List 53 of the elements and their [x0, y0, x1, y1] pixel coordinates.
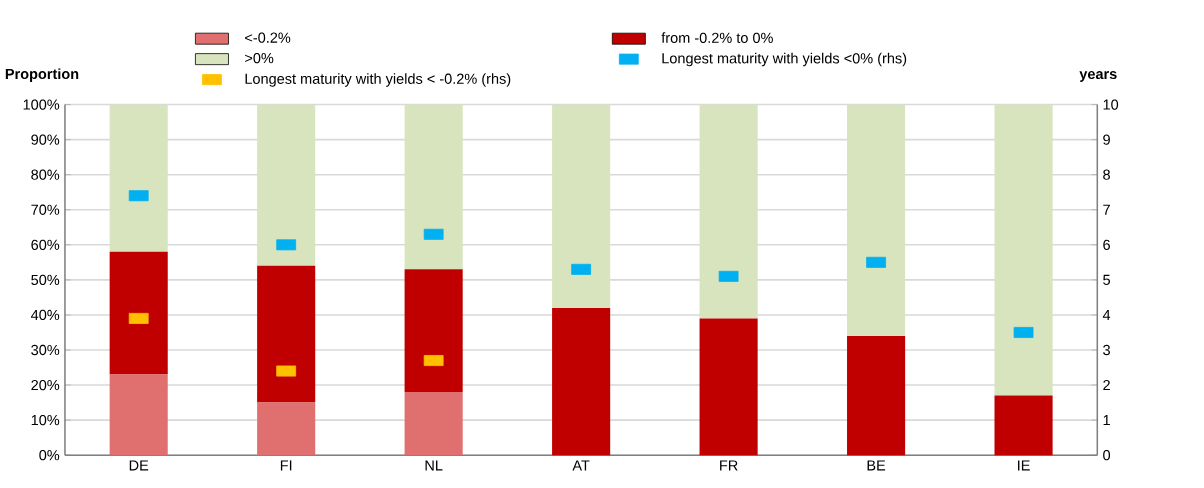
legend-label: <-0.2%: [245, 32, 291, 43]
y-tick-label: 0%: [39, 449, 60, 461]
x-tick-label: DE: [129, 460, 149, 471]
bar: [404, 392, 463, 456]
y-tick-label: 10%: [31, 414, 60, 426]
x-tick-label: BE: [867, 460, 886, 471]
y-tick-label: 70%: [31, 204, 60, 215]
x-tick-label: NL: [425, 460, 443, 471]
y-tick-label: 40%: [30, 309, 60, 321]
bar: [257, 402, 316, 456]
y-tick-label: 80%: [31, 169, 60, 180]
y2-tick-label: 5: [1103, 274, 1111, 285]
y2-tick-label: 3: [1103, 344, 1110, 356]
bar: [699, 318, 758, 456]
y2-tick-label: 10: [1103, 99, 1119, 110]
y2-tick-label: 8: [1103, 169, 1110, 180]
y-tick-label: 90%: [31, 134, 60, 145]
x-tick-label: IE: [1018, 460, 1030, 471]
x-tick-label: FI: [280, 460, 292, 471]
x-tick-label: FR: [720, 460, 738, 471]
y2-tick-label: 9: [1103, 134, 1110, 145]
bar: [994, 104, 1053, 396]
bar: [257, 104, 316, 266]
bar: [404, 269, 463, 393]
y2-axis-title: years: [1079, 71, 1117, 82]
legend-label: Longest maturity with yields < -0.2% (rhs): [245, 73, 511, 87]
legend-label: from -0.2% to 0%: [661, 32, 773, 43]
bar: [994, 395, 1053, 456]
bar: [404, 104, 463, 270]
y-tick-label: 100%: [23, 99, 60, 110]
y2-tick-label: 6: [1103, 239, 1110, 250]
bar: [699, 104, 758, 319]
y-tick-label: 50%: [31, 274, 60, 285]
x-tick-label: AT: [572, 460, 590, 471]
bar: [109, 251, 168, 375]
bar: [847, 335, 906, 456]
y2-tick-label: 4: [1102, 309, 1111, 320]
y2-tick-label: 2: [1103, 379, 1110, 391]
y-axis-title: Proportion: [5, 68, 79, 82]
bar: [257, 265, 316, 403]
bar: [847, 104, 906, 336]
bar: [109, 374, 168, 456]
y2-tick-label: 1: [1103, 415, 1110, 426]
y-tick-label: 60%: [31, 239, 60, 250]
bar: [109, 104, 168, 252]
legend-label: >0%: [245, 52, 274, 64]
bar: [552, 104, 611, 308]
y2-tick-label: 0: [1103, 449, 1111, 461]
y2-tick-label: 7: [1103, 204, 1110, 215]
legend-label: Longest maturity with yields <0% (rhs): [662, 52, 907, 67]
y-tick-label: 30%: [31, 344, 60, 356]
bar: [552, 307, 611, 456]
y-tick-label: 20%: [31, 379, 60, 391]
